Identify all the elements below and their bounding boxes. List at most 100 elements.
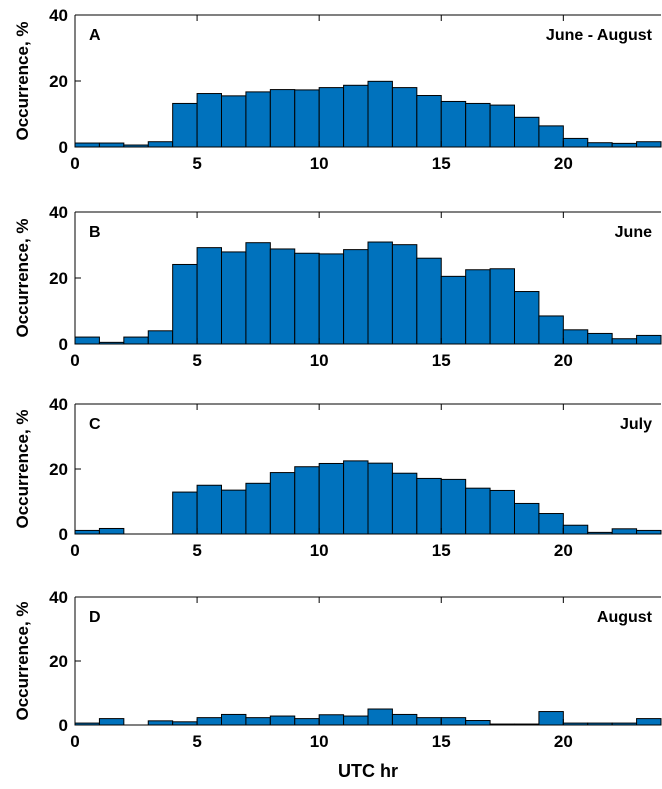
histogram-bar (343, 715, 369, 726)
y-tick-label: 0 (59, 716, 68, 735)
axes-frame (74, 596, 661, 726)
histogram-bar (538, 125, 564, 148)
x-tick-label: 0 (70, 351, 79, 370)
panel-title: July (620, 416, 652, 433)
histogram-bar (318, 462, 345, 535)
histogram-bar (465, 269, 491, 345)
y-tick-label: 0 (59, 335, 68, 354)
histogram-bar (367, 241, 393, 345)
histogram-bar (294, 466, 320, 535)
histogram-bar (196, 93, 222, 148)
histogram-bar (318, 87, 345, 148)
histogram-bar (98, 142, 125, 148)
histogram-bar (562, 137, 589, 148)
histogram-bar (294, 252, 320, 345)
panel-title: August (597, 609, 653, 626)
histogram-bar (391, 472, 418, 535)
histogram-bar (367, 80, 393, 148)
histogram-bar (172, 102, 198, 148)
y-axis-label: Occurrence, % (13, 409, 32, 528)
y-axis-label: Occurrence, % (13, 218, 32, 337)
x-tick-label: 20 (554, 154, 573, 173)
x-tick-label: 10 (310, 351, 329, 370)
histogram-bar (147, 141, 174, 148)
histogram-bar (269, 248, 296, 345)
x-tick-label: 5 (192, 732, 201, 751)
histogram-bar (147, 330, 174, 345)
histogram-bar (74, 142, 100, 148)
histogram-bar (294, 718, 320, 726)
histogram-bar (636, 334, 662, 345)
histogram-bar (245, 91, 271, 148)
histogram-bar (514, 502, 540, 535)
histogram-bar (221, 95, 247, 148)
x-tick-label: 15 (432, 154, 451, 173)
histogram-bar (367, 708, 393, 726)
histogram-bar (440, 717, 467, 726)
histogram-bar (245, 482, 271, 535)
histogram-bar (221, 251, 247, 345)
y-tick-label: 40 (49, 6, 68, 25)
histogram-bar (489, 489, 516, 535)
histogram-bar (636, 718, 662, 726)
x-tick-label: 10 (310, 154, 329, 173)
panel-letter: D (89, 609, 101, 626)
histogram-bar (74, 336, 100, 345)
histogram-bar (196, 717, 222, 726)
y-axis-label: Occurrence, % (13, 21, 32, 140)
histogram-bar (98, 527, 125, 535)
histogram-bar (562, 524, 589, 535)
histogram-bar (391, 244, 418, 345)
histogram-bar (123, 336, 149, 345)
histogram-bar (538, 711, 564, 726)
histogram-bar (221, 713, 247, 726)
histogram-bar (514, 116, 540, 148)
histogram-bar (391, 713, 418, 726)
histogram-bar (343, 84, 369, 148)
histogram-bar (221, 489, 247, 535)
y-tick-label: 40 (49, 588, 68, 607)
y-tick-label: 0 (59, 525, 68, 544)
x-tick-label: 10 (310, 541, 329, 560)
histogram-bar (465, 102, 491, 148)
histogram-bar (465, 487, 491, 535)
histogram-bar (245, 242, 271, 345)
histogram-bar (172, 491, 198, 535)
histogram-bar (318, 714, 345, 726)
x-tick-label: 15 (432, 732, 451, 751)
histogram-bar (538, 315, 564, 345)
x-tick-label: 15 (432, 351, 451, 370)
panel-title: June - August (546, 27, 653, 44)
panel-letter: A (89, 27, 101, 44)
histogram-bar (587, 332, 613, 345)
histogram-bar (294, 89, 320, 148)
histogram-bar (489, 268, 516, 345)
histogram-bar (440, 100, 467, 148)
histogram-bar (465, 720, 491, 726)
histogram-bar (611, 338, 638, 345)
histogram-bar (269, 472, 296, 535)
histogram-bar (416, 95, 442, 148)
histogram-bar (343, 460, 369, 535)
histogram-bar (74, 529, 100, 535)
x-tick-label: 0 (70, 732, 79, 751)
histogram-bar (391, 87, 418, 148)
x-tick-label: 5 (192, 154, 201, 173)
panel-b: 0 5 10 15 20 0 20 40 Occurrence, % B June (13, 203, 662, 370)
histogram-bar (196, 484, 222, 535)
x-tick-label: 20 (554, 541, 573, 560)
panel-c: 0 5 10 15 20 0 20 40 Occurrence, % C July (13, 395, 662, 560)
histogram-bar (514, 291, 540, 345)
histogram-bar (196, 247, 222, 345)
panel-d: 0 5 10 15 20 0 20 40 Occurrence, % D August UTC hr (13, 588, 662, 781)
histogram-bar (611, 142, 638, 148)
histogram-bar (489, 104, 516, 148)
y-tick-label: 20 (49, 72, 68, 91)
histogram-bar (269, 715, 296, 726)
panel-title: June (615, 224, 652, 241)
panel-letter: B (89, 224, 101, 241)
histogram-bar (636, 529, 662, 535)
histogram-bar (538, 513, 564, 535)
x-axis-label: UTC hr (338, 761, 398, 781)
histogram-bar (416, 257, 442, 345)
